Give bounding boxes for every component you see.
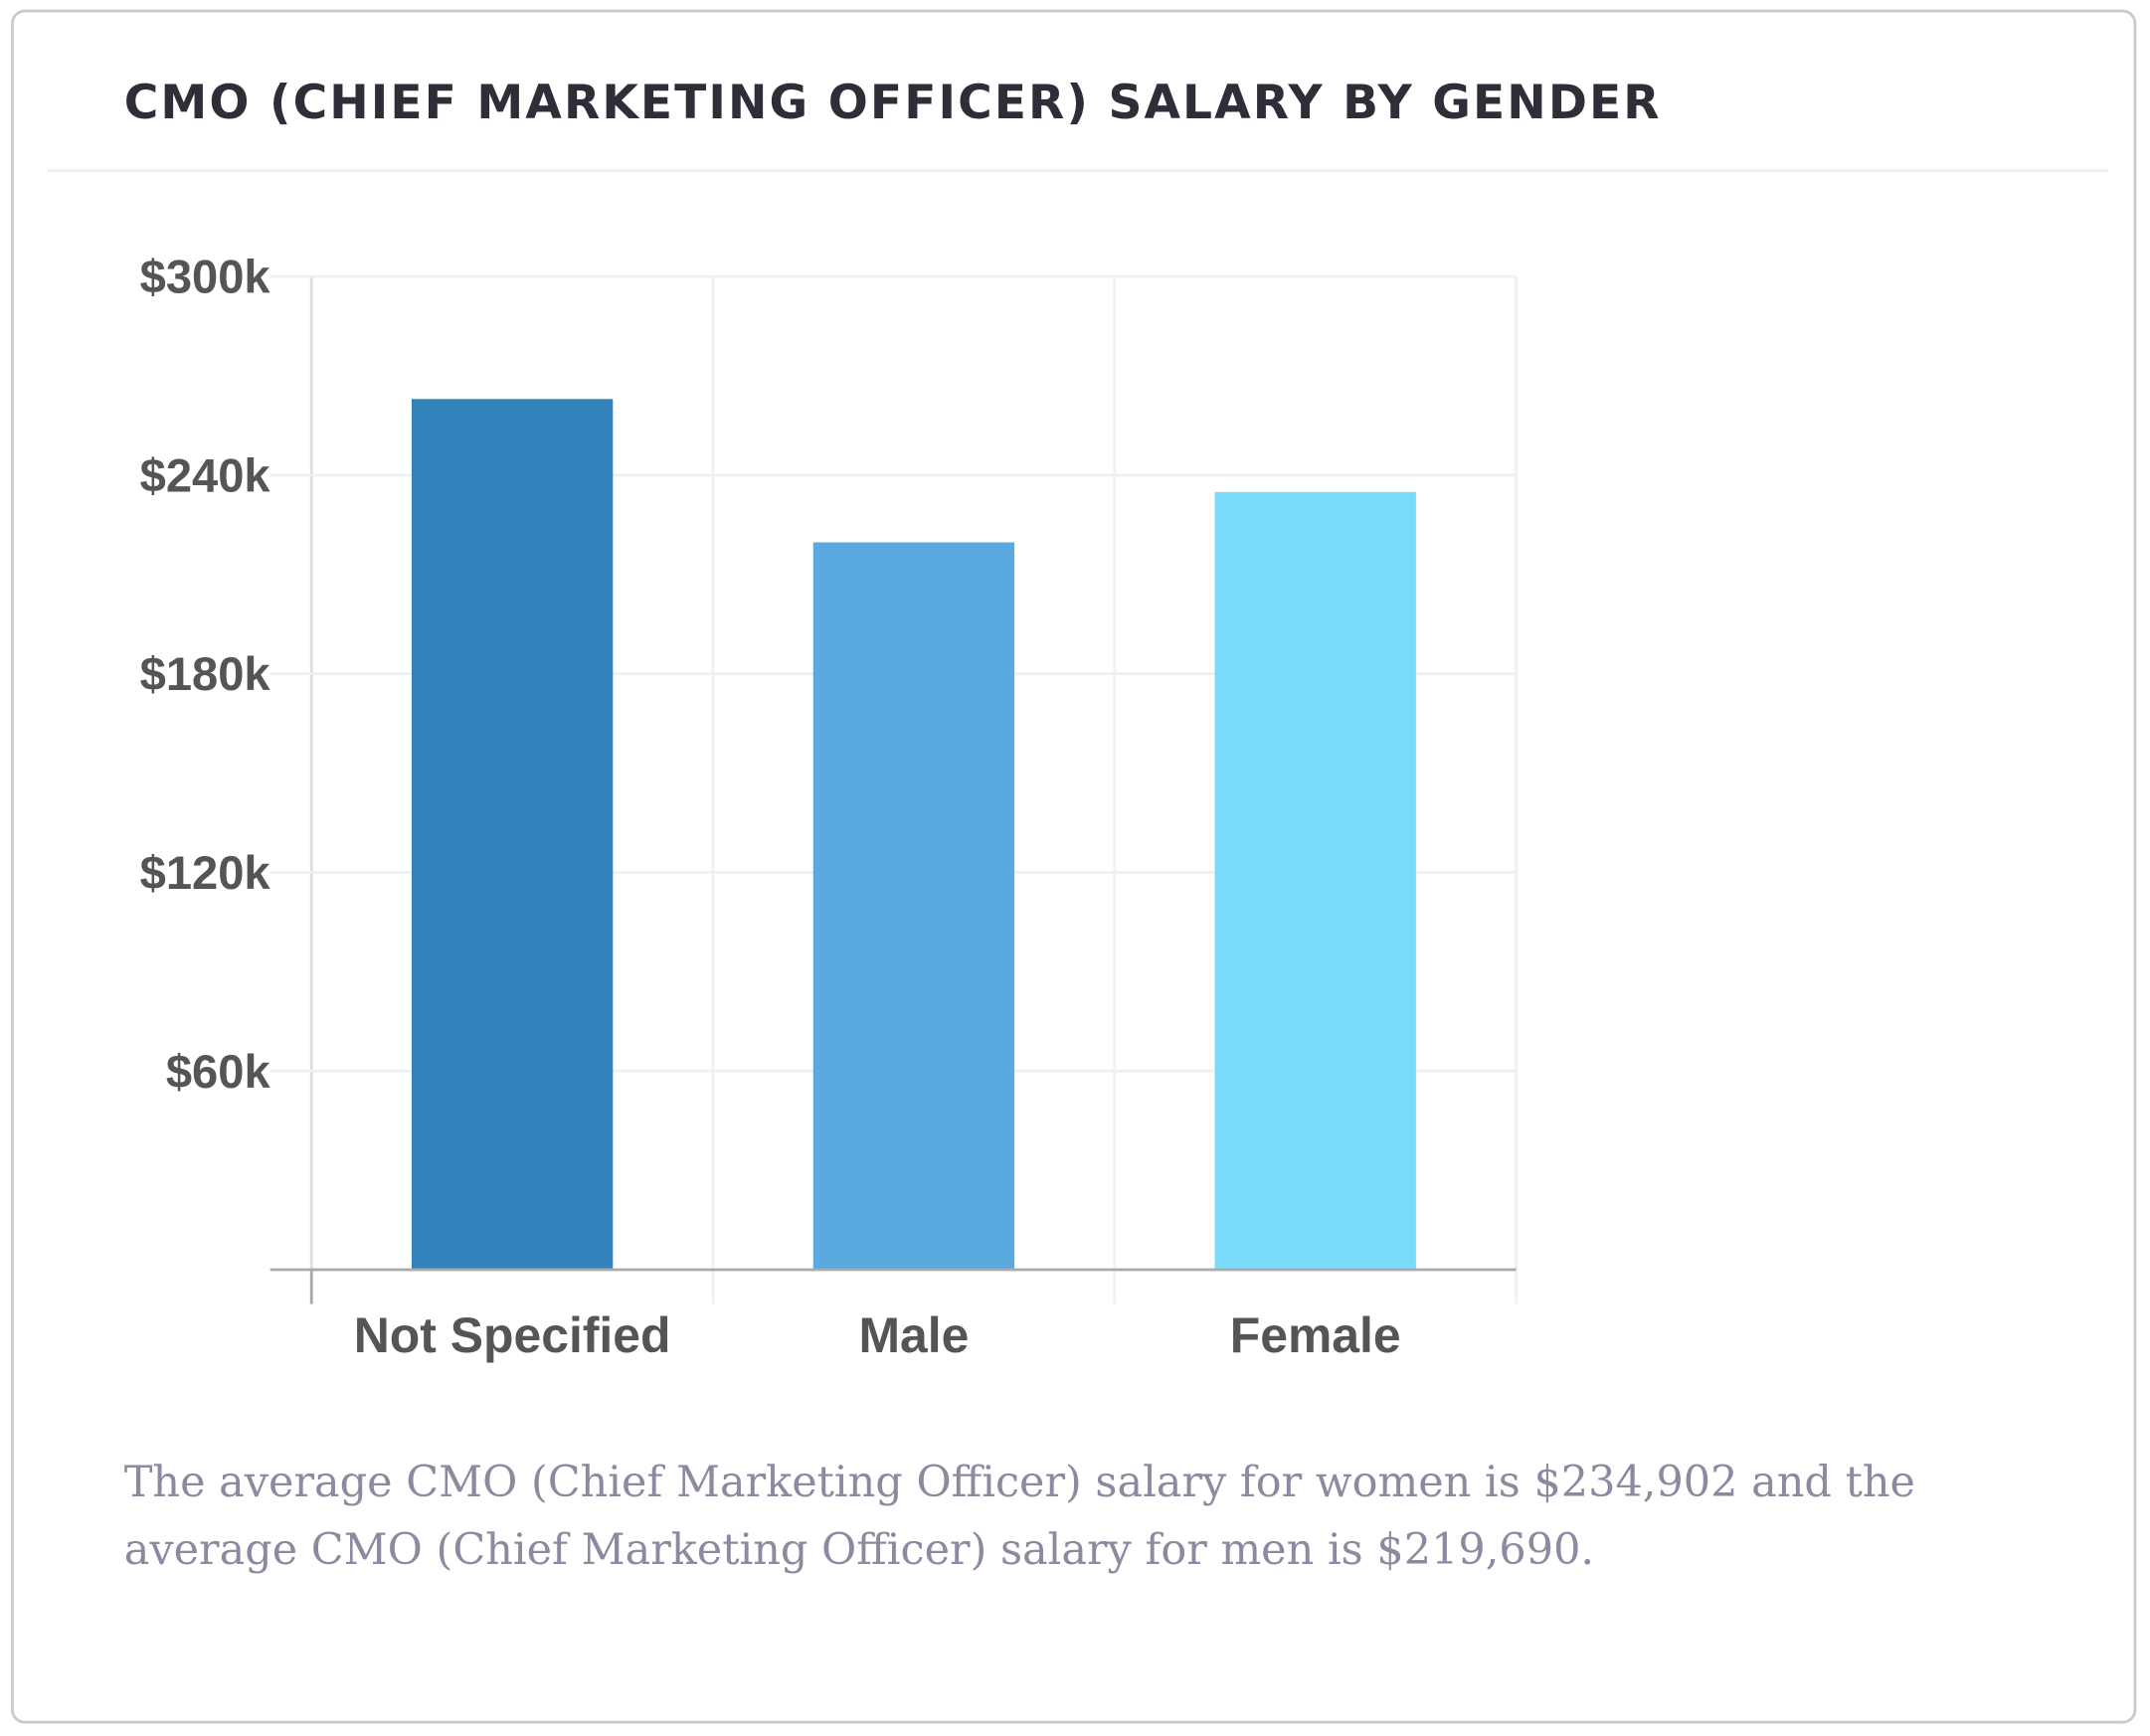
bar-female	[1214, 491, 1416, 1270]
x-category-label: Female	[1230, 1307, 1401, 1363]
bar-male	[812, 542, 1015, 1270]
x-category-label: Not Specified	[354, 1307, 671, 1363]
y-tick-label: $180k	[140, 647, 271, 700]
title-divider	[47, 169, 2109, 172]
y-tick-label: $120k	[140, 846, 271, 899]
card-title: CMO (CHIEF MARKETING OFFICER) SALARY BY …	[123, 76, 1662, 131]
summary-text: The average CMO (Chief Marketing Officer…	[123, 1458, 1915, 1576]
y-tick-label: $60k	[166, 1045, 271, 1098]
x-category-label: Male	[858, 1307, 969, 1363]
salary-card: CMO (CHIEF MARKETING OFFICER) SALARY BY …	[11, 9, 2137, 1724]
bar-not-specified	[411, 399, 614, 1270]
y-tick-label: $300k	[140, 251, 271, 303]
y-tick-label: $240k	[140, 449, 271, 502]
